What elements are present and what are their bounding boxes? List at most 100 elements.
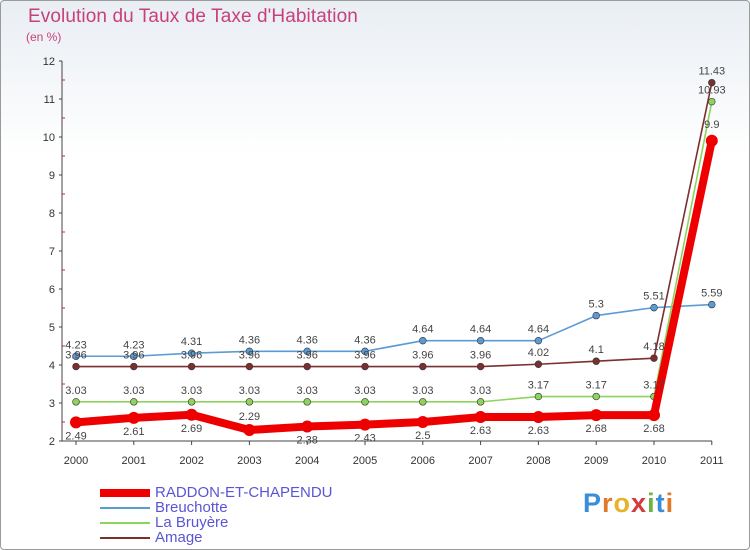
legend-item-breuchotte: Breuchotte: [100, 499, 360, 516]
data-label: 3.03: [239, 385, 260, 397]
data-label: 3.17: [643, 380, 664, 392]
data-point: [130, 352, 138, 360]
logo-letter: r: [602, 488, 614, 518]
data-label: 2.38: [296, 435, 317, 447]
data-label: 3.03: [470, 385, 491, 397]
chart-subtitle: (en %): [26, 30, 62, 44]
x-tick-label: 2004: [295, 455, 319, 467]
y-tick-label: 8: [49, 208, 55, 220]
data-point: [187, 362, 196, 371]
data-point: [130, 362, 138, 371]
data-point: [474, 411, 487, 424]
data-label: 3.17: [528, 380, 549, 392]
data-point: [476, 336, 485, 345]
data-point: [592, 392, 600, 401]
data-point: [72, 352, 80, 360]
data-label: 3.03: [296, 385, 317, 397]
logo-letter: i: [647, 488, 656, 518]
data-label: 2.63: [528, 425, 549, 437]
data-label: 5.3: [589, 299, 604, 311]
data-label: 3.03: [65, 385, 86, 397]
data-label: 4.64: [528, 324, 549, 336]
x-tick-label: 2002: [179, 455, 203, 467]
legend-label-amage: Amage: [155, 529, 203, 546]
data-point: [361, 362, 369, 371]
data-point: [127, 411, 140, 424]
x-tick-label: 2001: [122, 455, 146, 467]
data-label: 11.43: [698, 66, 725, 78]
y-tick-label: 7: [49, 246, 55, 258]
legend-swatch-la-bruyere: [100, 522, 150, 524]
x-tick-label: 2007: [468, 455, 492, 467]
data-point: [534, 360, 543, 368]
data-label: 2.68: [585, 423, 606, 435]
data-label: 3.96: [123, 350, 144, 362]
data-label: 2.69: [181, 423, 202, 435]
data-label: 4.36: [296, 334, 317, 346]
data-label: 2.49: [65, 430, 86, 442]
y-tick-label: 11: [44, 94, 55, 106]
data-point: [303, 362, 311, 371]
x-tick-label: 2005: [353, 455, 377, 467]
data-label: 3.96: [239, 350, 260, 362]
data-point: [708, 300, 716, 309]
data-point: [187, 349, 196, 357]
x-tick-label: 2009: [584, 455, 608, 467]
data-label: 4.36: [354, 334, 375, 346]
legend-swatch-breuchotte: [100, 507, 150, 509]
x-tick-label: 2011: [700, 455, 724, 467]
data-label: 4.23: [65, 339, 86, 351]
data-label: 3.96: [296, 350, 317, 362]
data-point: [476, 398, 485, 406]
data-label: 4.1: [589, 344, 604, 356]
legend-label-la-bruyere: La Bruyère: [155, 514, 229, 531]
series-line: [72, 136, 716, 434]
data-point: [361, 347, 369, 356]
data-point: [416, 416, 429, 428]
data-label: 3.96: [470, 350, 491, 362]
data-label: 4.02: [528, 347, 549, 359]
x-tick-label: 2008: [526, 455, 550, 467]
data-point: [592, 357, 600, 365]
data-point: [303, 398, 311, 406]
y-tick-label: 6: [49, 284, 55, 296]
data-label: 4.23: [123, 339, 144, 351]
data-point: [534, 392, 543, 401]
x-tick-label: 2010: [642, 455, 666, 467]
legend-item-raddon: RADDON-ET-CHAPENDU: [100, 484, 360, 501]
data-label: 3.96: [65, 350, 86, 362]
y-tick-label: 3: [49, 398, 55, 410]
data-label: 3.96: [181, 350, 202, 362]
series-line: [75, 303, 713, 358]
data-label: 3.96: [354, 350, 375, 362]
data-point: [419, 362, 427, 371]
data-point: [648, 409, 660, 422]
data-point: [72, 398, 80, 406]
data-label: 3.03: [123, 385, 144, 397]
logo-letter: o: [613, 488, 632, 518]
y-tick-label: 9: [49, 170, 55, 182]
data-label: 3.96: [412, 350, 433, 362]
legend-item-amage: Amage: [100, 529, 360, 546]
data-point: [650, 354, 658, 362]
chart-title: Evolution du Taux de Taxe d'Habitation: [28, 6, 358, 27]
data-label: 2.29: [239, 411, 260, 423]
data-point: [245, 398, 254, 406]
data-point: [590, 409, 603, 422]
data-label: 5.51: [643, 291, 664, 303]
data-point: [419, 336, 427, 345]
data-point: [303, 347, 311, 356]
data-label: 5.59: [701, 288, 722, 300]
data-point: [245, 362, 254, 371]
data-point: [592, 311, 600, 320]
data-label: 4.64: [412, 324, 433, 336]
legend-swatch-amage: [100, 537, 150, 539]
series-line: [75, 100, 713, 403]
data-label: 9.9: [704, 119, 719, 131]
data-point: [705, 134, 718, 147]
legend-label-breuchotte: Breuchotte: [155, 499, 228, 516]
proxiti-logo: Proxiti: [583, 488, 674, 519]
data-point: [130, 398, 138, 406]
data-point: [243, 423, 256, 436]
